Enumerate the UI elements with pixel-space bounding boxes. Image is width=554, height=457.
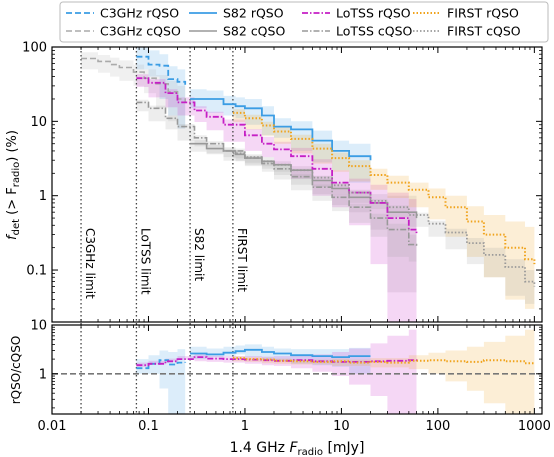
bottom-panel-lines (136, 348, 536, 370)
legend-label-lotss-rqso: LoTSS rQSO (336, 6, 411, 21)
top-y-tick-label: 10 (30, 115, 47, 130)
limit-label-c3ghz-limit: C3GHz limit (83, 228, 97, 299)
y-label-part: f (5, 233, 20, 240)
limit-label-s82-limit: S82 limit (192, 228, 206, 281)
legend-label-c3ghz-cqso: C3GHz cQSO (100, 24, 181, 39)
ratio-line-lotss-rqso (136, 356, 418, 367)
top-y-tick-label: 0.1 (26, 264, 47, 279)
limit-label-first-limit: FIRST limit (235, 228, 249, 292)
top-line-s82-rqso (190, 98, 372, 161)
top-panel-lines (81, 55, 536, 287)
legend-label-first-cqso: FIRST cQSO (447, 24, 521, 39)
x-label-part: 1.4 GHz (230, 440, 290, 456)
y-label-part: det (11, 219, 22, 236)
ratio-line-first-rqso (232, 357, 536, 365)
y-label-part: (> F (5, 187, 20, 219)
bottom-panel-frame (51, 324, 543, 415)
legend-label-lotss-cqso: LoTSS cQSO (336, 24, 413, 39)
bottom-y-tick-label: 1 (39, 367, 47, 382)
limit-label-lotss-limit: LoTSS limit (138, 228, 152, 295)
top-panel-frame (51, 46, 543, 323)
y-label-part: ) (%) (5, 130, 20, 162)
legend-label-c3ghz-rqso: C3GHz rQSO (100, 6, 179, 21)
ratio-line-s82-rqso (190, 348, 371, 358)
x-label-part: F (289, 440, 298, 456)
top-y-tick-label: 100 (22, 41, 47, 56)
top-line-c3ghz-rqso (136, 55, 187, 85)
x-tick-label: 100 (425, 419, 450, 434)
bottom-panel-bands (136, 327, 535, 414)
legend-label-s82-rqso: S82 rQSO (223, 6, 284, 21)
x-tick-label: 1 (241, 419, 249, 434)
ratio-band-lotss-rqso (136, 329, 417, 414)
x-axis-label: 1.4 GHz Fradio [mJy] (230, 440, 365, 457)
legend-label-first-rqso: FIRST rQSO (447, 6, 519, 21)
top-line-lotss-rqso (136, 77, 418, 235)
top-line-c3ghz-cqso (81, 57, 186, 103)
limit-lines: C3GHz limit LoTSS limit S82 limit FIRST lim… (80, 47, 249, 414)
top-line-lotss-cqso (136, 101, 418, 248)
x-tick-label: 0.01 (38, 419, 67, 434)
top-y-tick-label: 1 (39, 189, 47, 204)
x-label-part: [mJy] (323, 440, 364, 456)
legend-box (59, 1, 549, 43)
top-band-c3ghz-rqso (136, 47, 186, 129)
top-band-c3ghz-cqso (81, 52, 186, 129)
top-band-first-rqso (232, 109, 535, 309)
bottom-y-axis-label: rQSO/cQSO (9, 336, 23, 405)
x-tick-label: 10 (333, 419, 350, 434)
legend: C3GHz rQSO S82 rQSO LoTSS rQSO FIRST rQSO C3… (59, 1, 549, 43)
bottom-y-tick-label: 10 (30, 319, 47, 334)
top-y-axis-label: fdet (> Fradio) (%) (5, 130, 22, 240)
ratio-line-c3ghz-rqso (136, 359, 187, 370)
top-band-s82-rqso (190, 89, 371, 183)
top-band-lotss-rqso (136, 74, 417, 322)
x-tick-label: 0.1 (138, 419, 159, 434)
y-label-part: radio (11, 162, 22, 187)
legend-label-s82-cqso: S82 cQSO (223, 24, 285, 39)
x-tick-label: 1000 (518, 419, 551, 434)
ratio-band-first-rqso (232, 327, 535, 414)
x-label-part: radio (298, 447, 323, 457)
